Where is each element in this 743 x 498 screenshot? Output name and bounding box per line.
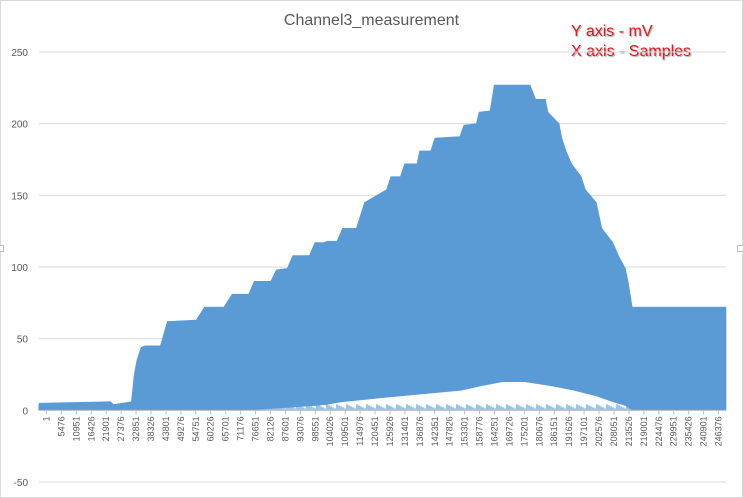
x-tick-label: 49276 bbox=[176, 416, 186, 441]
x-tick-label: 93076 bbox=[295, 416, 305, 441]
y-axis-annotation: Y axis - mV bbox=[571, 23, 653, 40]
x-tick-label: 175201 bbox=[519, 416, 529, 446]
y-tick-label: 100 bbox=[11, 263, 28, 274]
resize-handle-left[interactable] bbox=[0, 245, 4, 252]
x-tick-label: 235426 bbox=[684, 416, 694, 446]
x-tick-label: 240901 bbox=[699, 416, 709, 446]
y-tick-label: -50 bbox=[14, 478, 29, 489]
x-tick-label: 246376 bbox=[714, 416, 724, 446]
y-axis: -50 0 50 100 150 200 250 bbox=[11, 48, 28, 489]
x-tick-label: 191626 bbox=[564, 416, 574, 446]
x-tick-label: 125926 bbox=[385, 416, 395, 446]
x-tick-label: 120451 bbox=[370, 416, 380, 446]
y-tick-label: 150 bbox=[11, 191, 28, 202]
x-tick-label: 87601 bbox=[280, 416, 290, 441]
x-tick-label: 219001 bbox=[639, 416, 649, 446]
x-tick-label: 65701 bbox=[221, 416, 231, 441]
x-tick-label: 136876 bbox=[415, 416, 425, 446]
x-axis-ticks: 1 5476 10951 16426 21901 27376 32851 38326 43801… bbox=[41, 410, 724, 446]
y-tick-label: 200 bbox=[11, 120, 28, 131]
x-tick-label: 10951 bbox=[71, 416, 81, 441]
y-tick-label: 50 bbox=[17, 335, 29, 346]
x-tick-label: 147826 bbox=[445, 416, 455, 446]
x-tick-label: 76651 bbox=[251, 416, 261, 441]
resize-handle-right[interactable] bbox=[737, 245, 743, 252]
x-tick-label: 142351 bbox=[430, 416, 440, 446]
x-tick-label: 197101 bbox=[579, 416, 589, 446]
x-tick-label: 169726 bbox=[504, 416, 514, 446]
x-tick-label: 71176 bbox=[236, 416, 246, 440]
x-tick-label: 208051 bbox=[609, 416, 619, 446]
x-tick-label: 5476 bbox=[56, 416, 66, 436]
x-tick-label: 131401 bbox=[400, 416, 410, 446]
x-tick-label: 98551 bbox=[310, 416, 320, 441]
series-area bbox=[38, 84, 727, 411]
x-tick-label: 213526 bbox=[624, 416, 634, 446]
x-tick-label: 54751 bbox=[191, 416, 201, 441]
x-tick-label: 158776 bbox=[475, 416, 485, 446]
x-tick-label: 1 bbox=[41, 416, 51, 421]
series-area-group bbox=[38, 84, 727, 411]
x-tick-label: 16426 bbox=[86, 416, 96, 441]
x-tick-label: 109501 bbox=[340, 416, 350, 446]
y-tick-label: 250 bbox=[11, 48, 28, 59]
chart-title: Channel3_measurement bbox=[283, 12, 460, 29]
x-tick-label: 186151 bbox=[549, 416, 559, 446]
x-tick-label: 43801 bbox=[161, 416, 171, 441]
x-tick-label: 224476 bbox=[654, 416, 664, 446]
x-tick-label: 153301 bbox=[460, 416, 470, 446]
x-tick-label: 104026 bbox=[325, 416, 335, 446]
x-tick-label: 32851 bbox=[131, 416, 141, 441]
x-tick-label: 21901 bbox=[101, 416, 111, 441]
x-tick-label: 38326 bbox=[146, 416, 156, 441]
x-tick-label: 229951 bbox=[669, 416, 679, 446]
x-tick-label: 60226 bbox=[206, 416, 216, 441]
x-tick-label: 114976 bbox=[355, 416, 365, 445]
y-tick-label: 0 bbox=[22, 406, 28, 417]
x-tick-label: 164251 bbox=[490, 416, 500, 446]
x-tick-label: 82126 bbox=[265, 416, 275, 441]
x-tick-label: 202576 bbox=[594, 416, 604, 446]
x-tick-label: 180676 bbox=[534, 416, 544, 446]
x-tick-label: 27376 bbox=[116, 416, 126, 441]
